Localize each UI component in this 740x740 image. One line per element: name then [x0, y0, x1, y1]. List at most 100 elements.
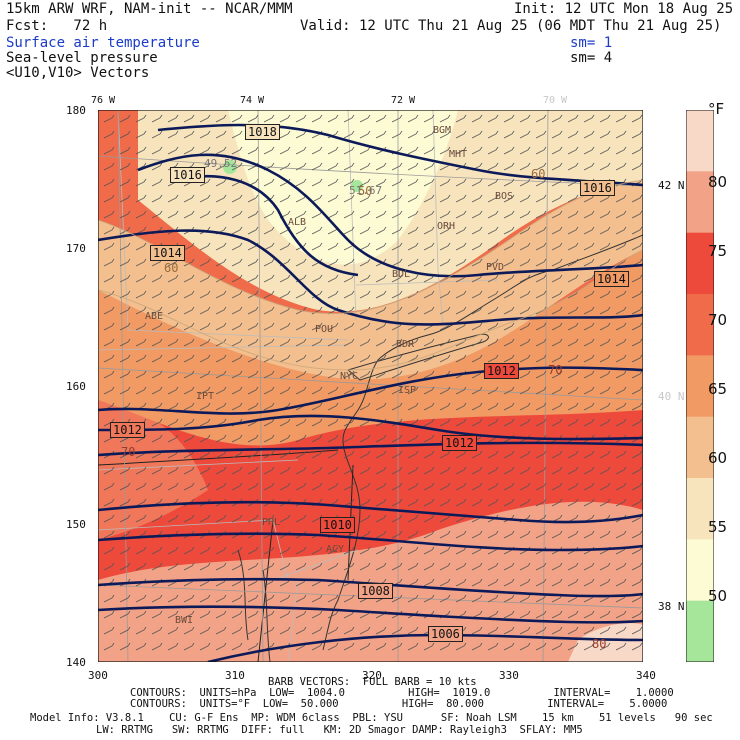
wind-barb [503, 530, 515, 539]
wind-barb [471, 338, 483, 347]
wind-barb [631, 114, 643, 123]
wind-barb [167, 610, 179, 619]
wind-barb [567, 450, 579, 459]
wind-barb [535, 178, 547, 187]
wind-barb [311, 594, 323, 603]
wind-barb [183, 514, 195, 523]
wind-barb [359, 146, 371, 155]
wind-barb [263, 610, 275, 619]
wind-barb [199, 482, 211, 491]
y-tick-170: 170 [66, 242, 86, 255]
wind-barb [279, 466, 291, 475]
wind-barb [615, 338, 627, 347]
wind-barb [519, 626, 531, 635]
temp-band-60-65 [98, 180, 643, 380]
wind-barb [407, 514, 419, 523]
wind-barb [471, 274, 483, 283]
wind-barb [375, 370, 387, 379]
wind-barb [311, 642, 323, 651]
wind-barb [359, 514, 371, 523]
wind-barb [423, 242, 435, 251]
wind-barb [631, 498, 643, 507]
wind-barb [327, 162, 339, 171]
wind-barb [567, 386, 579, 395]
wind-barb [167, 546, 179, 555]
wind-barb [503, 594, 515, 603]
wind-barb [311, 226, 323, 235]
colorbar-label: 55 [708, 518, 728, 536]
wind-barb [471, 498, 483, 507]
wind-barb [215, 114, 227, 123]
wind-barb [423, 514, 435, 523]
wind-barb [567, 258, 579, 267]
wind-barb [519, 386, 531, 395]
wind-barb [311, 338, 323, 347]
wind-barb [439, 210, 451, 219]
wind-barb [311, 322, 323, 331]
wind-barb [263, 434, 275, 443]
wind-barb [455, 498, 467, 507]
wind-barb [631, 642, 643, 651]
station-label: ABE [145, 311, 164, 322]
wind-barb [615, 114, 627, 123]
wind-barb [487, 466, 499, 475]
wind-barb [279, 146, 291, 155]
wind-barb [119, 258, 131, 267]
wind-barb [583, 482, 595, 491]
wind-barb [135, 626, 147, 635]
wind-barb [359, 130, 371, 139]
wind-barb [183, 146, 195, 155]
lat-label-42n: 42 N [658, 179, 685, 192]
wind-barb [343, 130, 355, 139]
x-tick-340: 340 [636, 669, 656, 682]
wind-barb [551, 370, 563, 379]
wind-barb [631, 594, 643, 603]
wind-barb [327, 626, 339, 635]
wind-barb [247, 562, 259, 571]
wind-barb [295, 450, 307, 459]
wind-barb [311, 242, 323, 251]
wind-barb [183, 274, 195, 283]
wind-barb [183, 242, 195, 251]
wind-barb [599, 322, 611, 331]
wind-barb [583, 290, 595, 299]
wind-barb [567, 418, 579, 427]
wind-barb [199, 258, 211, 267]
wind-barb [391, 370, 403, 379]
wind-barb [599, 450, 611, 459]
wind-barb [327, 546, 339, 555]
wind-barb [471, 146, 483, 155]
wind-barb [199, 450, 211, 459]
wind-barb [455, 306, 467, 315]
wind-barb [183, 306, 195, 315]
station-label: ISP [398, 385, 417, 396]
wind-barb [167, 146, 179, 155]
wind-barb [423, 162, 435, 171]
wind-barb [599, 482, 611, 491]
wind-barb [279, 322, 291, 331]
wind-barb [599, 610, 611, 619]
wind-barb [423, 450, 435, 459]
wind-barb [615, 130, 627, 139]
wind-barb [503, 322, 515, 331]
wind-barb [311, 194, 323, 203]
isobar-label: 1006 [428, 626, 463, 642]
wind-barb [247, 306, 259, 315]
wind-barb [599, 578, 611, 587]
wind-barb [471, 194, 483, 203]
wind-barb [599, 402, 611, 411]
wind-barb [247, 450, 259, 459]
wind-barb [263, 626, 275, 635]
wind-barb [359, 434, 371, 443]
wind-barb [455, 594, 467, 603]
wind-barb [615, 306, 627, 315]
wind-barb [119, 114, 131, 123]
wind-barb [343, 194, 355, 203]
wind-barb [199, 642, 211, 651]
wind-barb [263, 546, 275, 555]
coastline [322, 234, 643, 651]
wind-barb [407, 258, 419, 267]
wind-barb [407, 466, 419, 475]
wind-barb [599, 194, 611, 203]
wind-barb [535, 210, 547, 219]
